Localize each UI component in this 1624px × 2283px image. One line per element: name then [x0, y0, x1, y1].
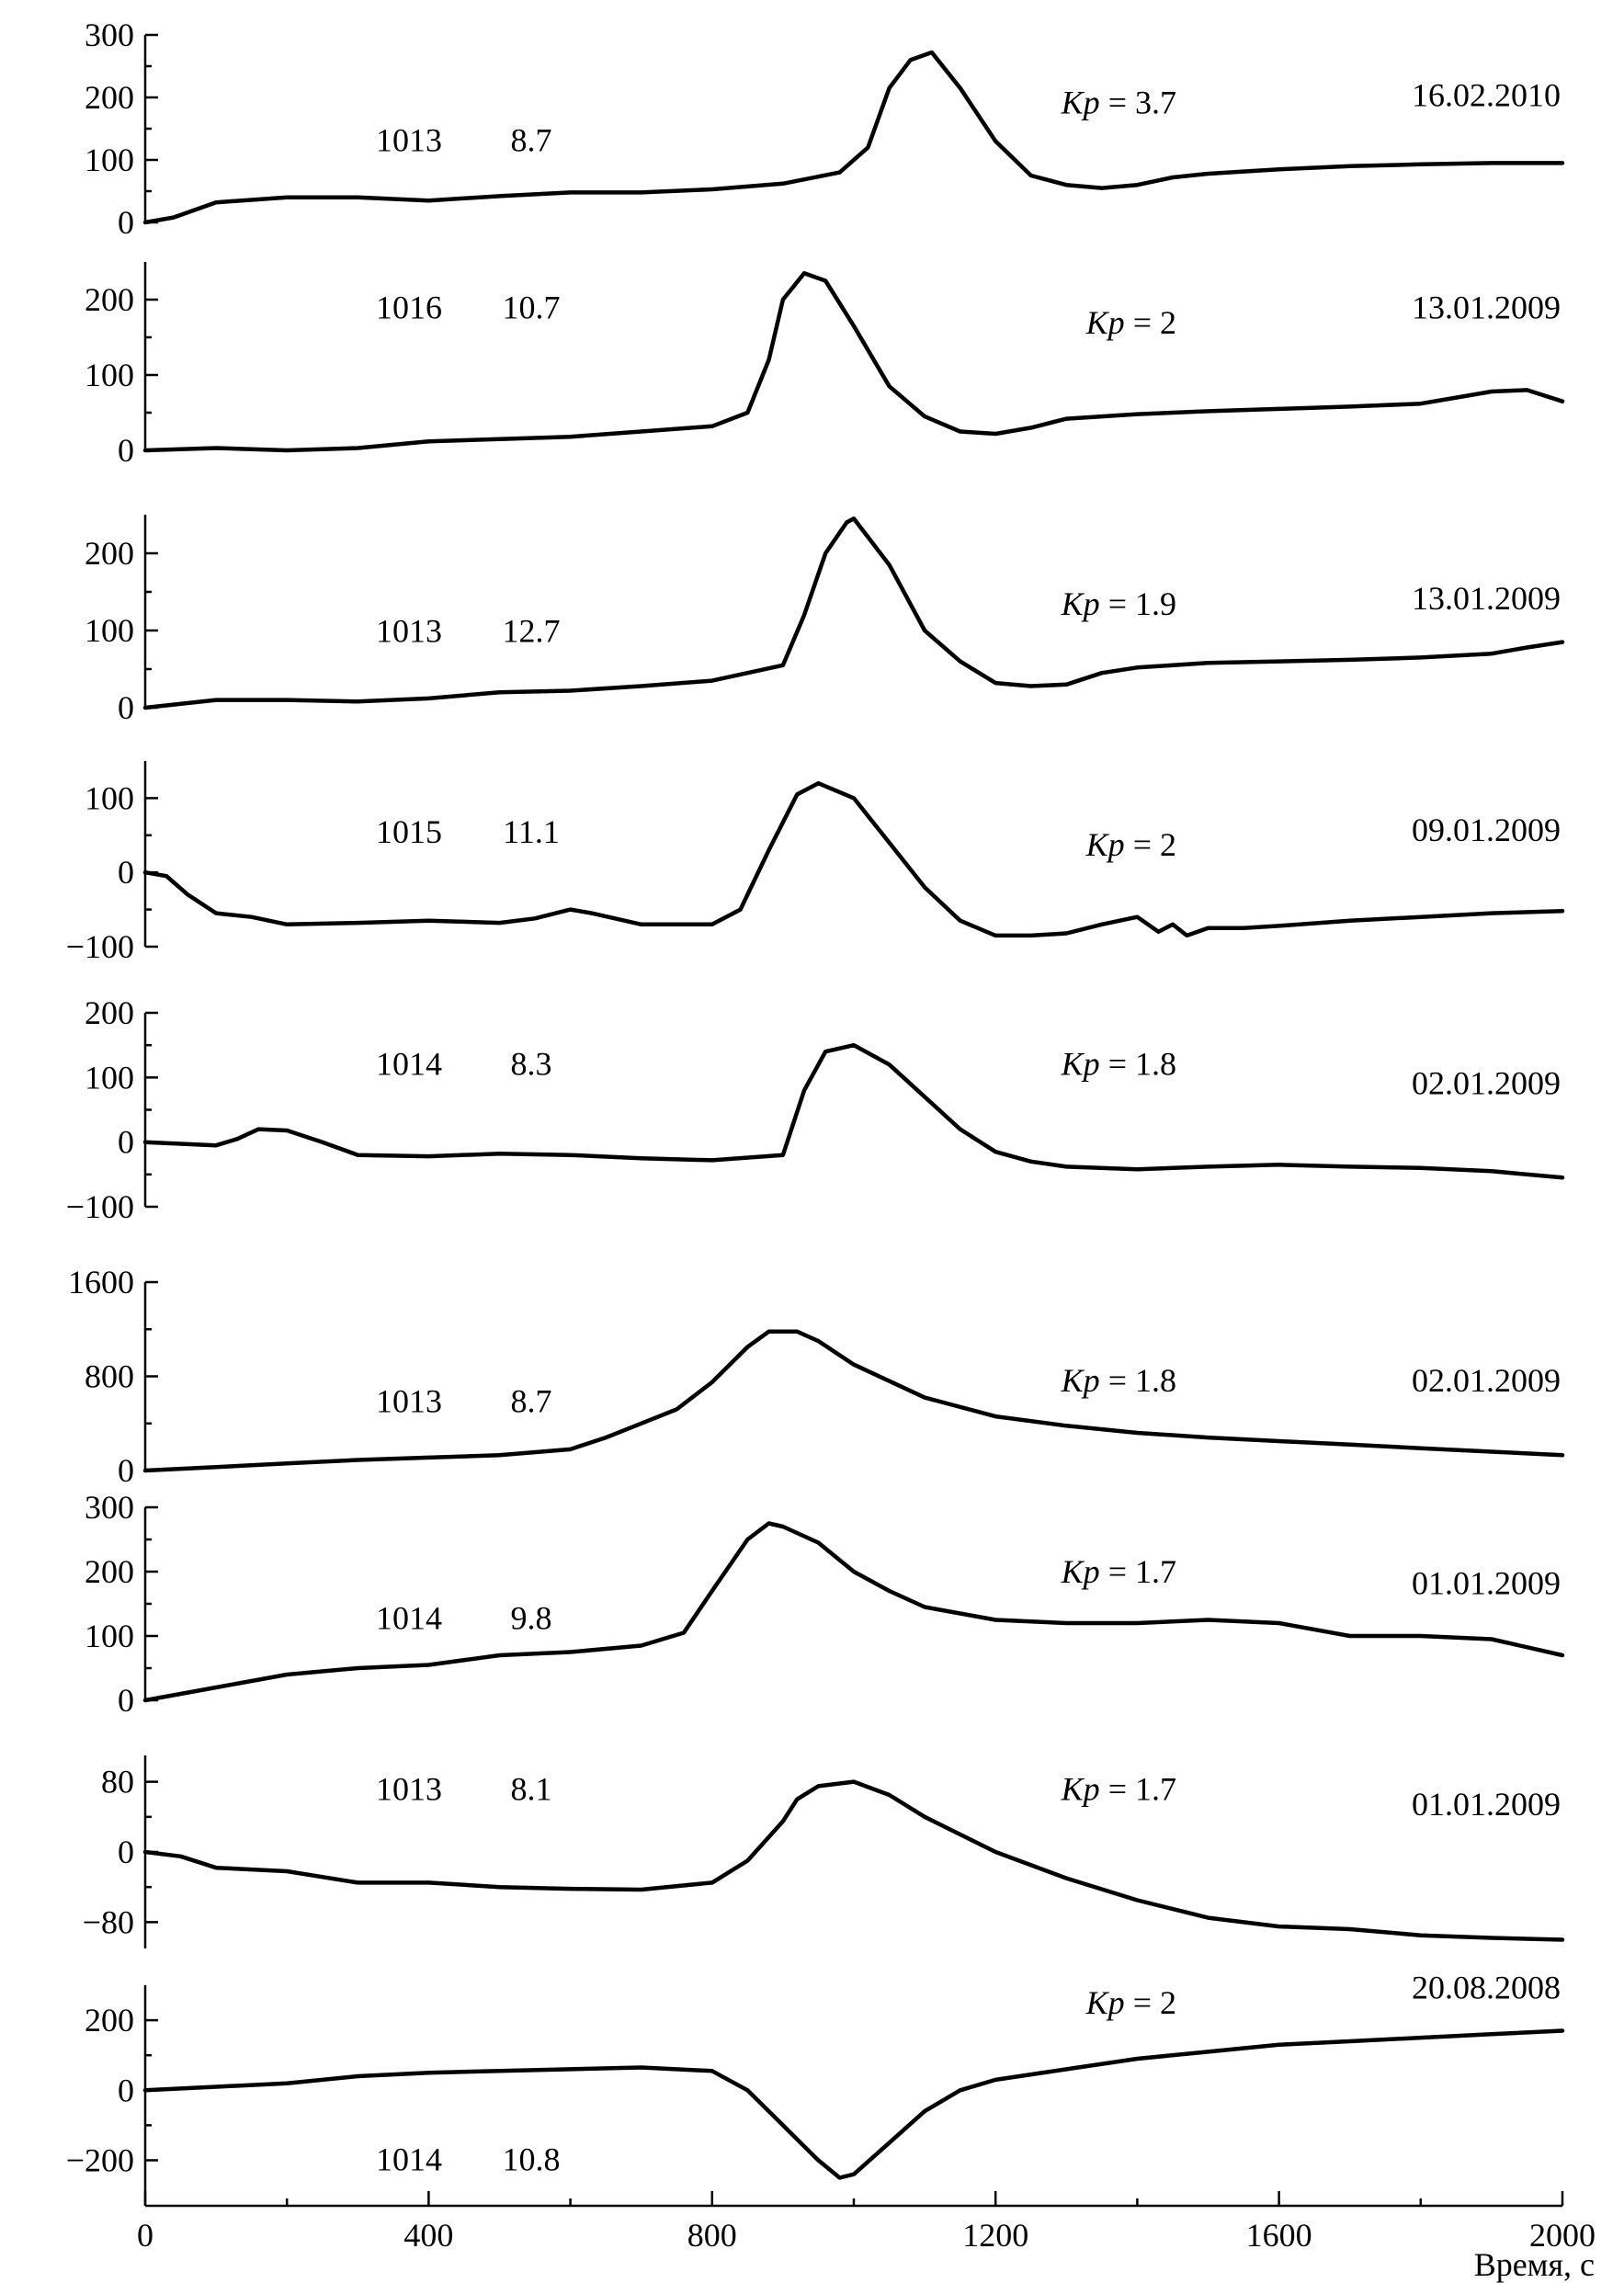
y-tick-label: 100	[85, 779, 134, 816]
y-tick-label: 0	[118, 1124, 134, 1161]
station-id-label: 1016	[376, 290, 442, 326]
y-tick-label: 200	[85, 535, 134, 572]
y-tick-label: 100	[85, 142, 134, 178]
date-label: 13.01.2009	[1412, 290, 1561, 326]
panel-6: 0 800 1600 1013 8.7 Kp = 1.8 02.01.2009	[68, 1264, 1565, 1489]
x-tick-label: 0	[137, 2217, 153, 2254]
kp-label: Kp = 1.8	[1061, 1362, 1176, 1399]
station-id-label: 1014	[376, 1599, 442, 1636]
y-tick-label: 1600	[68, 1264, 134, 1301]
y-tick-label: 200	[85, 1553, 134, 1590]
y-tick-label: 200	[85, 79, 134, 116]
y-tick-label: 80	[101, 1764, 134, 1800]
date-label: 01.01.2009	[1412, 1786, 1561, 1823]
value-label: 10.8	[503, 2141, 561, 2178]
kp-label: Kp = 2	[1085, 826, 1176, 863]
y-tick-label: 0	[118, 1834, 134, 1870]
kp-label: Kp = 1.8	[1061, 1046, 1176, 1083]
kp-label: Kp = 3.7	[1061, 85, 1176, 121]
x-tick-label: 2000	[1529, 2217, 1596, 2254]
y-tick-label: −80	[83, 1903, 134, 1940]
y-tick-label: 200	[85, 2002, 134, 2039]
value-label: 8.7	[511, 1382, 552, 1419]
y-tick-label: 0	[118, 1682, 134, 1719]
series-line	[142, 1329, 1565, 1473]
panel-8: −80 0 80 1013 8.1 Kp = 1.7 01.01.2009	[83, 1755, 1565, 1948]
series-line	[142, 271, 1565, 453]
series-line	[142, 780, 1565, 938]
value-label: 10.7	[503, 290, 561, 326]
value-label: 9.8	[511, 1599, 552, 1636]
kp-label: Kp = 1.7	[1061, 1770, 1176, 1807]
panel-9: −200 0 200 1014 10.8 Kp = 2 20.08.2008	[66, 1969, 1565, 2206]
y-tick-label: −100	[66, 928, 134, 965]
date-label: 01.01.2009	[1412, 1565, 1561, 1602]
y-tick-label: −200	[66, 2141, 134, 2178]
date-label: 09.01.2009	[1412, 812, 1561, 848]
series-line	[142, 2028, 1565, 2180]
kp-label: Kp = 1.9	[1061, 585, 1176, 622]
panel-2: 0 100 200 1016 10.7 Kp = 2 13.01.2009	[85, 262, 1565, 469]
value-label: 12.7	[503, 613, 561, 650]
panel-7: 0 100 200 300 1014 9.8 Kp = 1.7 01.01.2009	[85, 1489, 1565, 1719]
value-label: 11.1	[503, 813, 560, 850]
station-id-label: 1014	[376, 1046, 442, 1083]
panel-1: 0 100 200 300 1013 8.7 Kp = 3.7 16.02.2010	[85, 17, 1565, 241]
series-line	[142, 1779, 1565, 1942]
x-axis: 0 400 800 1200 1600 2000	[137, 2191, 1596, 2254]
kp-label: Kp = 1.7	[1061, 1553, 1176, 1590]
y-tick-label: 300	[85, 1489, 134, 1526]
series-line	[142, 1042, 1565, 1180]
panel-5: −100 0 100 200 1014 8.3 Kp = 1.8 02.01.2009	[66, 994, 1565, 1225]
y-tick-label: 0	[118, 1452, 134, 1489]
station-id-label: 1013	[376, 613, 442, 650]
kp-label: Kp = 2	[1085, 1984, 1176, 2021]
station-id-label: 1013	[376, 1382, 442, 1419]
date-label: 16.02.2010	[1412, 77, 1561, 114]
y-tick-label: 0	[118, 2072, 134, 2108]
y-tick-label: −100	[66, 1188, 134, 1225]
y-tick-label: 0	[118, 854, 134, 891]
y-tick-label: 0	[118, 689, 134, 726]
x-tick-label: 800	[687, 2217, 737, 2254]
value-label: 8.3	[511, 1046, 552, 1083]
y-tick-label: 100	[85, 357, 134, 393]
panel-3: 0 100 200 1013 12.7 Kp = 1.9 13.01.2009	[85, 515, 1565, 726]
value-label: 8.7	[511, 121, 552, 158]
x-tick-label: 400	[403, 2217, 453, 2254]
station-id-label: 1013	[376, 1770, 442, 1807]
x-tick-label: 1600	[1246, 2217, 1312, 2254]
chart-panels: 0 100 200 300 1013 8.7 Kp = 3.7 16.02.2010 0 100 2…	[66, 17, 1565, 2206]
x-axis-title: Время, с	[1474, 2246, 1595, 2283]
y-tick-label: 800	[85, 1358, 134, 1395]
y-tick-label: 0	[118, 204, 134, 241]
station-id-label: 1013	[376, 121, 442, 158]
date-label: 20.08.2008	[1412, 1969, 1561, 2005]
y-tick-label: 100	[85, 1059, 134, 1096]
date-label: 02.01.2009	[1412, 1065, 1561, 1102]
series-line	[142, 50, 1565, 225]
series-line	[142, 1521, 1565, 1703]
y-tick-label: 100	[85, 612, 134, 649]
date-label: 02.01.2009	[1412, 1362, 1561, 1399]
series-line	[142, 516, 1565, 710]
station-id-label: 1014	[376, 2141, 442, 2178]
date-label: 13.01.2009	[1412, 580, 1561, 617]
kp-label: Kp = 2	[1085, 304, 1176, 341]
y-tick-label: 200	[85, 281, 134, 318]
panel-4: −100 0 100 1015 11.1 Kp = 2 09.01.2009	[66, 761, 1565, 965]
y-tick-label: 200	[85, 994, 134, 1031]
y-tick-label: 300	[85, 17, 134, 53]
station-id-label: 1015	[376, 813, 442, 850]
value-label: 8.1	[511, 1770, 552, 1807]
y-tick-label: 0	[118, 432, 134, 469]
y-tick-label: 100	[85, 1618, 134, 1654]
x-tick-label: 1200	[962, 2217, 1028, 2254]
